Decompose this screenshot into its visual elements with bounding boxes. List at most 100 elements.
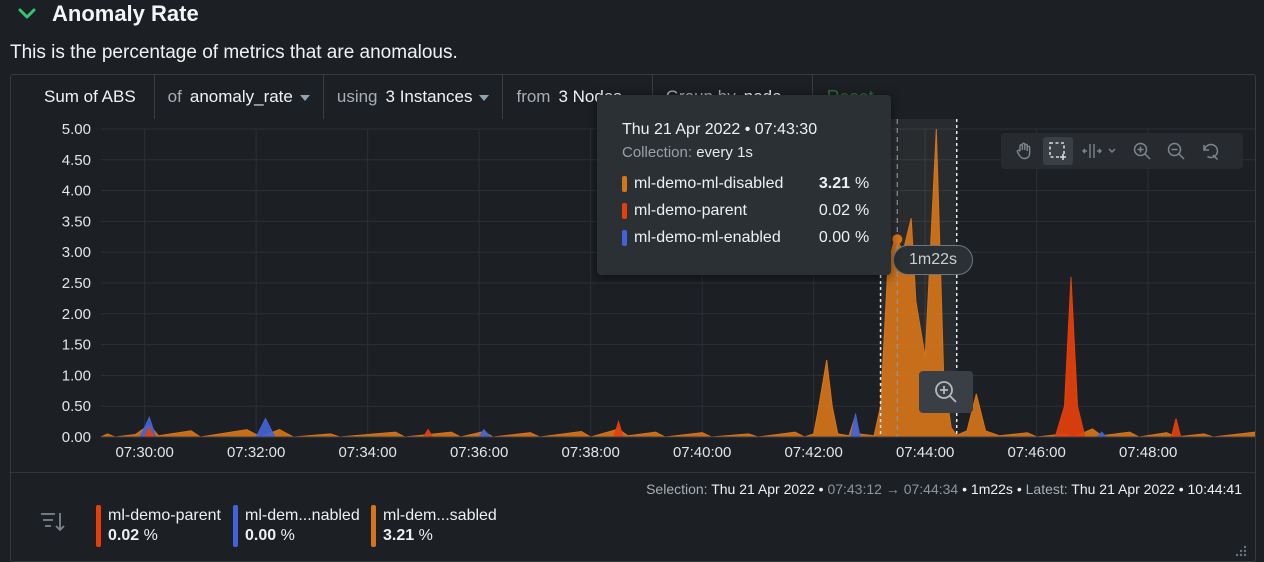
separator: •	[818, 481, 824, 497]
x-tick-label: 07:42:00	[784, 444, 842, 461]
footer-divider	[11, 472, 1255, 473]
legend-name: ml-dem...sabled	[383, 507, 497, 524]
y-tick-label: 5.00	[62, 121, 91, 138]
zoom-in-icon	[935, 381, 957, 403]
section-title: Anomaly Rate	[52, 1, 199, 26]
sort-icon[interactable]	[39, 509, 67, 535]
y-tick-label: 4.00	[62, 183, 91, 200]
legend-item-parent[interactable]: ml-demo-parent 0.02 %	[96, 505, 228, 547]
tooltip-date: Thu 21 Apr 2022 • 07:43:30	[622, 121, 818, 138]
metric-prefix: of	[167, 87, 182, 106]
tooltip-collection: Collection: every 1s	[622, 144, 891, 161]
section-description: This is the percentage of metrics that a…	[10, 42, 458, 63]
zoom-out-icon[interactable]	[1161, 137, 1191, 165]
series-swatch	[371, 505, 376, 547]
tooltip-unit: %	[855, 202, 870, 219]
chart-panel: Sum of ABS of anomaly_rate using 3 Insta…	[10, 74, 1256, 562]
collection-label: Collection:	[622, 144, 693, 161]
x-tick-label: 07:46:00	[1007, 444, 1065, 461]
legend-number: 0.02	[108, 527, 140, 544]
y-tick-label: 3.50	[62, 213, 91, 230]
tooltip-unit: %	[855, 175, 870, 192]
y-tick-label: 0.50	[62, 398, 91, 415]
legend-name: ml-demo-parent	[108, 507, 221, 524]
legend-unit: %	[418, 527, 433, 544]
legend-value: 0.02 %	[108, 527, 158, 545]
legend-number: 0.00	[245, 527, 277, 544]
y-tick-label: 2.50	[62, 275, 91, 292]
zoom-in-icon[interactable]	[1127, 137, 1157, 165]
nodes-prefix: from	[516, 87, 551, 106]
series-swatch	[622, 203, 627, 219]
series-swatch	[622, 230, 627, 246]
legend-value: 3.21 %	[383, 527, 433, 545]
y-tick-label: 0.00	[62, 429, 91, 446]
tooltip-row: ml-demo-ml-disabled 3.21 %	[622, 173, 884, 195]
tooltip-series-value: 0.00	[818, 229, 850, 246]
separator: •	[1016, 481, 1022, 497]
collection-value: every 1s	[696, 144, 753, 161]
legend-number: 3.21	[383, 527, 415, 544]
selection-info: Selection: Thu 21 Apr 2022 • 07:43:12 → …	[646, 481, 1242, 497]
select-area-icon[interactable]	[1043, 137, 1073, 165]
y-tick-label: 4.50	[62, 152, 91, 169]
chevron-down-icon[interactable]	[17, 6, 37, 22]
selection-range: 07:43:12 → 07:44:34	[827, 481, 959, 497]
series-area-ml-demo-ml-enabled	[101, 413, 1255, 438]
series-area-ml-demo-parent	[101, 276, 1255, 438]
latest-label: Latest:	[1025, 481, 1068, 497]
x-tick-label: 07:44:00	[896, 444, 954, 461]
y-tick-label: 2.00	[62, 306, 91, 323]
series-swatch	[233, 505, 238, 547]
tooltip-series-value: 3.21	[818, 175, 850, 192]
chart-tools	[1001, 133, 1243, 169]
y-tick-label: 1.50	[62, 337, 91, 354]
aggregation-dropdown[interactable]: Sum of ABS	[11, 75, 155, 119]
horizontal-zoom-icon[interactable]	[1077, 137, 1123, 165]
legend-unit: %	[280, 527, 295, 544]
series-swatch	[622, 176, 627, 192]
section-header: Anomaly Rate	[0, 0, 1264, 32]
reset-zoom-icon[interactable]	[1195, 137, 1225, 165]
hand-pan-icon[interactable]	[1009, 137, 1039, 165]
selection-label: Selection:	[646, 481, 708, 497]
caret-down-icon	[479, 95, 490, 101]
x-tick-label: 07:34:00	[338, 444, 396, 461]
zoom-to-selection-button[interactable]	[919, 371, 973, 413]
aggregation-label: Sum of ABS	[44, 87, 136, 106]
y-tick-label: 1.00	[62, 367, 91, 384]
x-tick-label: 07:40:00	[673, 444, 731, 461]
instances-prefix: using	[336, 87, 378, 106]
separator: •	[962, 481, 968, 497]
tooltip-series-value: 0.02	[818, 202, 850, 219]
x-tick-label: 07:48:00	[1119, 444, 1177, 461]
chart-tooltip: Thu 21 Apr 2022 • 07:43:30 Collection: e…	[597, 95, 891, 275]
selection-duration: 1m22s	[970, 481, 1013, 497]
x-tick-label: 07:38:00	[561, 444, 619, 461]
resize-handle-icon[interactable]	[1233, 543, 1247, 557]
hover-point	[892, 234, 903, 245]
instances-dropdown[interactable]: using 3 Instances	[324, 75, 504, 119]
legend-value: 0.00 %	[245, 527, 295, 545]
legend-item-ml-disabled[interactable]: ml-dem...sabled 3.21 %	[371, 505, 511, 547]
tooltip-series-name: ml-demo-parent	[634, 202, 747, 219]
series-swatch	[96, 505, 101, 547]
legend-name: ml-dem...nabled	[245, 507, 360, 524]
instances-value: 3 Instances	[385, 87, 473, 106]
metric-dropdown[interactable]: of anomaly_rate	[155, 75, 324, 119]
x-tick-label: 07:32:00	[227, 444, 285, 461]
selection-duration-badge: 1m22s	[893, 245, 973, 275]
x-tick-label: 07:36:00	[450, 444, 508, 461]
tooltip-unit: %	[855, 229, 870, 246]
metric-value: anomaly_rate	[189, 87, 293, 106]
selection-date: Thu 21 Apr 2022	[711, 481, 815, 497]
tooltip-row: ml-demo-parent 0.02 %	[622, 200, 884, 222]
latest-value: Thu 21 Apr 2022 • 10:44:41	[1071, 481, 1242, 497]
y-tick-label: 3.00	[62, 244, 91, 261]
caret-down-icon	[299, 95, 310, 101]
x-tick-label: 07:30:00	[115, 444, 173, 461]
tooltip-series-name: ml-demo-ml-disabled	[634, 175, 784, 192]
legend-item-ml-enabled[interactable]: ml-dem...nabled 0.00 %	[233, 505, 368, 547]
tooltip-row: ml-demo-ml-enabled 0.00 %	[622, 227, 884, 249]
legend-unit: %	[143, 527, 158, 544]
